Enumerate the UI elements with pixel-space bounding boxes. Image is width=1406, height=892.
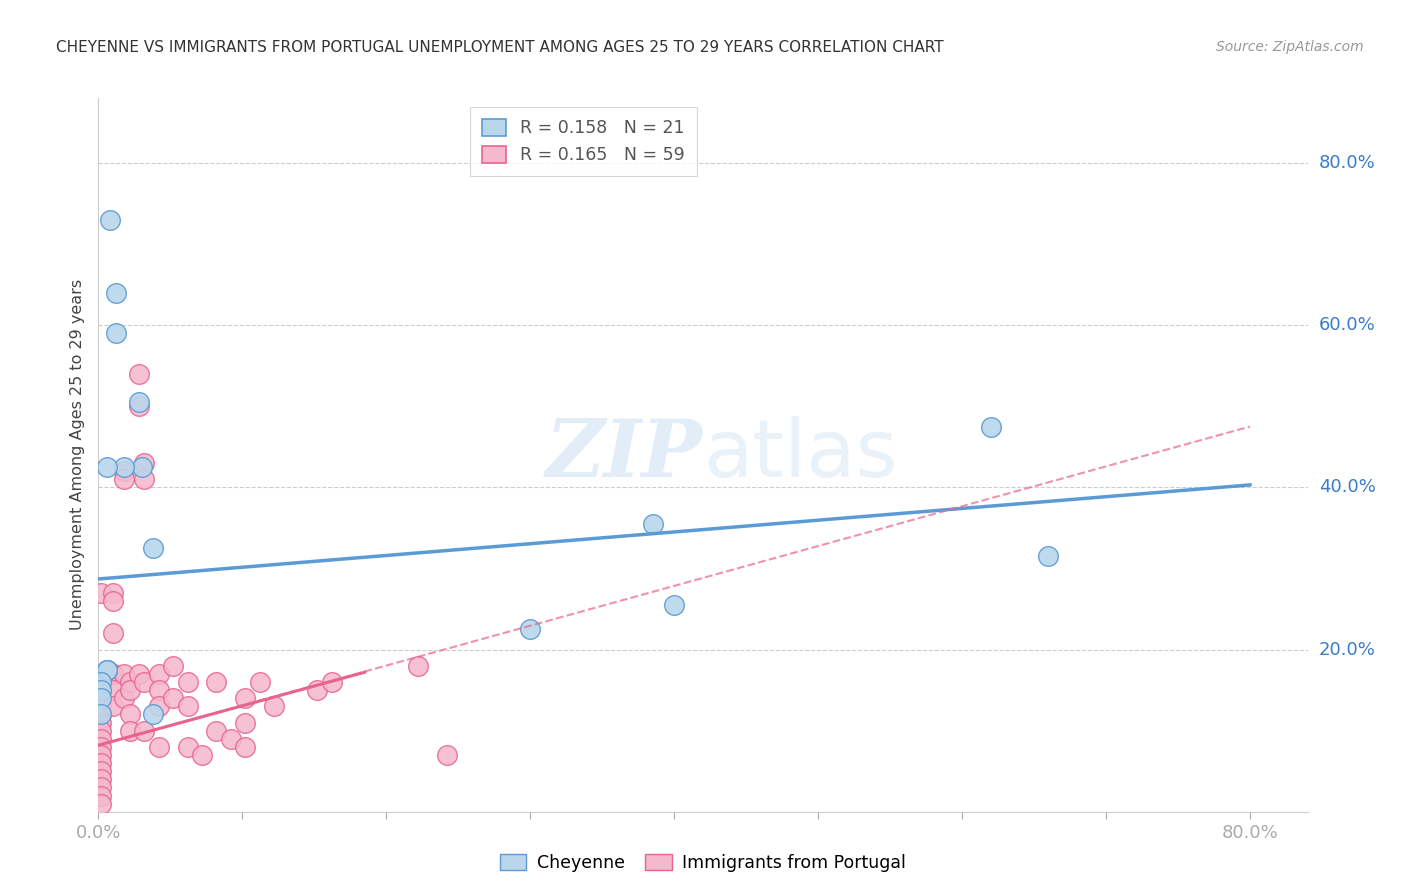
Text: 40.0%: 40.0%	[1319, 478, 1375, 496]
Text: Source: ZipAtlas.com: Source: ZipAtlas.com	[1216, 40, 1364, 54]
Point	[112, 691, 135, 706]
Point	[90, 780, 112, 795]
Point	[641, 516, 664, 531]
Point	[104, 285, 127, 300]
Text: 60.0%: 60.0%	[1319, 316, 1375, 334]
Point	[134, 472, 156, 486]
Point	[120, 675, 142, 690]
Point	[233, 715, 256, 730]
Point	[134, 456, 156, 470]
Point	[90, 723, 112, 738]
Point	[142, 541, 165, 556]
Point	[128, 666, 150, 681]
Point	[128, 367, 150, 381]
Point	[101, 626, 124, 640]
Point	[120, 707, 142, 722]
Point	[142, 707, 165, 722]
Legend: Cheyenne, Immigrants from Portugal: Cheyenne, Immigrants from Portugal	[494, 847, 912, 879]
Point	[101, 683, 124, 698]
Point	[101, 699, 124, 714]
Point	[90, 731, 112, 746]
Point	[101, 586, 124, 600]
Point	[128, 395, 150, 409]
Point	[176, 699, 198, 714]
Text: CHEYENNE VS IMMIGRANTS FROM PORTUGAL UNEMPLOYMENT AMONG AGES 25 TO 29 YEARS CORR: CHEYENNE VS IMMIGRANTS FROM PORTUGAL UNE…	[56, 40, 943, 55]
Point	[96, 460, 118, 475]
Point	[101, 666, 124, 681]
Point	[112, 472, 135, 486]
Point	[249, 675, 271, 690]
Point	[90, 699, 112, 714]
Point	[104, 326, 127, 341]
Point	[307, 683, 329, 698]
Point	[90, 739, 112, 754]
Point	[120, 683, 142, 698]
Point	[90, 772, 112, 787]
Point	[233, 739, 256, 754]
Point	[519, 622, 541, 636]
Point	[148, 699, 170, 714]
Point	[205, 723, 228, 738]
Point	[90, 715, 112, 730]
Point	[112, 464, 135, 478]
Point	[1038, 549, 1060, 564]
Point	[162, 691, 184, 706]
Point	[90, 586, 112, 600]
Point	[101, 666, 124, 681]
Point	[90, 789, 112, 803]
Point	[96, 663, 118, 677]
Point	[148, 666, 170, 681]
Point	[90, 683, 112, 698]
Point	[90, 691, 112, 706]
Point	[98, 212, 121, 227]
Point	[96, 663, 118, 677]
Text: 20.0%: 20.0%	[1319, 640, 1375, 658]
Point	[112, 460, 135, 475]
Point	[205, 675, 228, 690]
Point	[120, 723, 142, 738]
Point	[90, 747, 112, 762]
Point	[406, 658, 429, 673]
Point	[90, 756, 112, 770]
Point	[90, 707, 112, 722]
Point	[96, 663, 118, 677]
Legend: R = 0.158   N = 21, R = 0.165   N = 59: R = 0.158 N = 21, R = 0.165 N = 59	[470, 107, 697, 177]
Point	[128, 399, 150, 413]
Point	[90, 683, 112, 698]
Y-axis label: Unemployment Among Ages 25 to 29 years: Unemployment Among Ages 25 to 29 years	[69, 279, 84, 631]
Text: atlas: atlas	[703, 416, 897, 494]
Point	[436, 747, 458, 762]
Point	[90, 764, 112, 779]
Point	[219, 731, 242, 746]
Point	[112, 666, 135, 681]
Point	[148, 739, 170, 754]
Point	[162, 658, 184, 673]
Point	[191, 747, 214, 762]
Point	[233, 691, 256, 706]
Point	[90, 675, 112, 690]
Text: ZIP: ZIP	[546, 417, 703, 493]
Point	[101, 594, 124, 608]
Point	[321, 675, 343, 690]
Point	[90, 797, 112, 811]
Point	[134, 723, 156, 738]
Point	[134, 675, 156, 690]
Point	[980, 419, 1002, 434]
Point	[664, 598, 686, 612]
Point	[176, 739, 198, 754]
Point	[263, 699, 285, 714]
Point	[176, 675, 198, 690]
Text: 80.0%: 80.0%	[1319, 154, 1375, 172]
Point	[131, 460, 153, 475]
Point	[90, 707, 112, 722]
Point	[148, 683, 170, 698]
